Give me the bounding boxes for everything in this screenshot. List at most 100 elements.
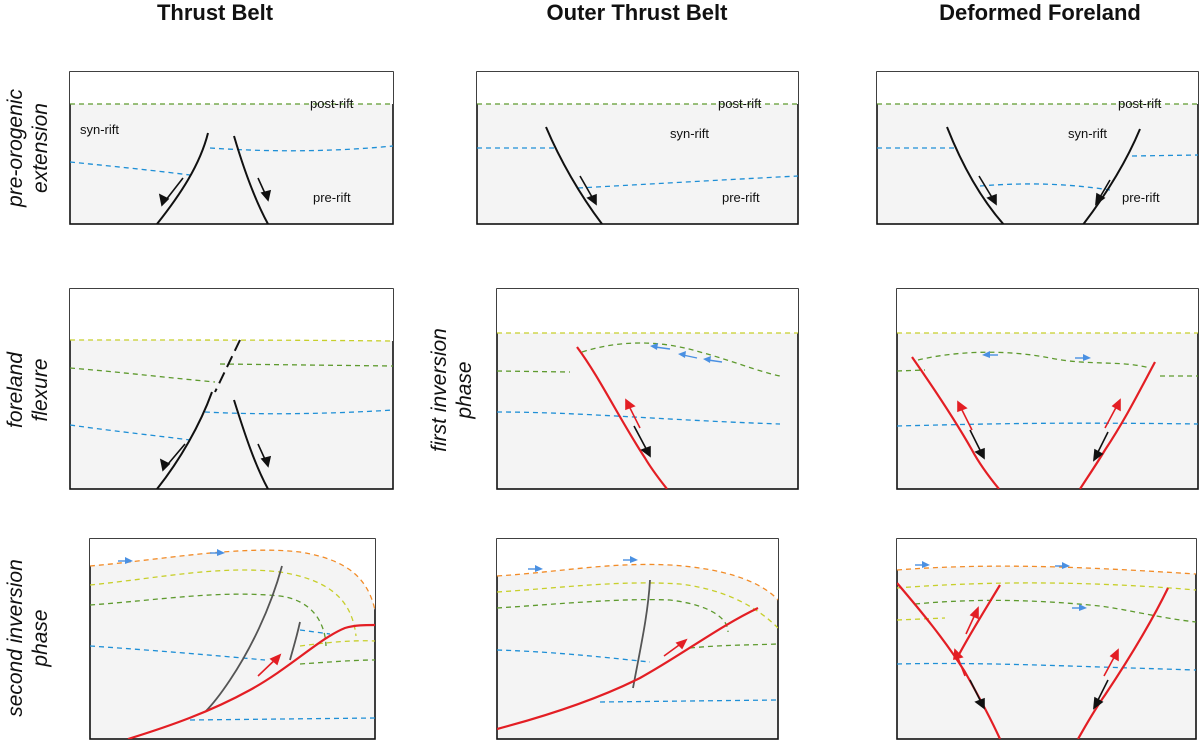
syn-orogenic-horizon [90, 549, 375, 611]
post-rift-horizon [497, 598, 729, 633]
normal-slip-arrow-left [969, 679, 985, 710]
post-rift-horizon [90, 593, 327, 647]
post-rift-horizon-right [219, 363, 393, 367]
slip-arrow-right [257, 177, 272, 202]
row-label-foreland: foreland [4, 351, 27, 428]
column-title-outer-thrust-belt: Outer Thrust Belt [547, 0, 729, 25]
row-label-first-inversion: first inversion [428, 328, 451, 452]
normal-fault-left [156, 391, 213, 489]
unit-label-post-rift: post-rift [310, 96, 354, 111]
thrust-fault-right [1077, 587, 1169, 739]
foreland-horizon [90, 569, 357, 637]
slip-arrow-left [158, 177, 184, 207]
post-rift-horizon-footwall [689, 643, 778, 649]
slip-arrow [579, 175, 597, 206]
foreland-horizon [897, 582, 1196, 591]
row-label-extension: extension [29, 103, 52, 193]
pre-rift-horizon [497, 411, 781, 425]
pre-rift-horizon [897, 662, 1196, 671]
normal-fault-upper [214, 339, 241, 393]
normal-fault-right [1082, 128, 1141, 224]
normal-fault-right [233, 135, 269, 224]
normal-fault-left [946, 126, 1005, 224]
slip-arrow-left [978, 175, 997, 206]
normal-slip-arrow-left [969, 429, 985, 460]
post-rift-horizon-left [897, 369, 926, 372]
backthrust [955, 584, 1001, 661]
normal-fault-right [233, 399, 269, 489]
inactive-fault-short [289, 621, 301, 661]
unit-label-pre-rift: pre-rift [313, 190, 351, 205]
pre-rift-horizon-right [209, 145, 393, 152]
normal-fault [545, 126, 603, 224]
pre-rift-horizon-footwall [189, 717, 375, 721]
thrust-fault [497, 607, 759, 731]
thrust-slip-arrow [257, 653, 282, 677]
pre-rift-horizon-footwall [599, 699, 778, 703]
slip-arrow-right [257, 443, 272, 468]
post-rift-horizon-left [70, 367, 216, 383]
reverse-slip-arrow-right [1103, 648, 1119, 677]
thrust-slip-arrow [663, 638, 688, 657]
reactivated-fault [576, 346, 668, 489]
panel-deformed-foreland-pre-orogenic: post-rift syn-rift pre-rift [876, 71, 1199, 225]
pre-rift-horizon-hangingwall [497, 649, 651, 663]
reactivated-fault-right [1079, 361, 1156, 489]
panel-outer-thrust-belt-second-inversion [496, 538, 779, 740]
unit-label-pre-rift: pre-rift [722, 190, 760, 205]
column-title-thrust-belt: Thrust Belt [157, 0, 274, 25]
reverse-slip-arrow-left [953, 648, 966, 677]
column-title-deformed-foreland: Deformed Foreland [939, 0, 1141, 25]
unit-label-post-rift: post-rift [1118, 96, 1162, 111]
transport-arrow [654, 346, 671, 350]
panel-deformed-foreland-second-inversion [896, 538, 1197, 740]
pre-rift-horizon-hangingwall [90, 645, 266, 661]
syn-orogenic-horizon [497, 563, 778, 601]
pre-rift-horizon [897, 422, 1198, 427]
pre-rift-horizon-left [70, 161, 191, 176]
row-label-first-inversion-phase: phase [453, 361, 476, 419]
normal-slip-arrow-right [1093, 679, 1109, 710]
reverse-slip-arrow [625, 398, 641, 429]
post-rift-horizon-left [497, 370, 571, 373]
backthrust-slip-arrow [965, 606, 979, 635]
panel-deformed-foreland-first-inversion [896, 288, 1199, 490]
row-label-second-inversion-phase: phase [29, 609, 52, 667]
inactive-fault [204, 565, 283, 713]
pre-rift-horizon-right [204, 409, 393, 415]
panel-outer-thrust-belt-pre-orogenic: post-rift syn-rift pre-rift [476, 71, 799, 225]
row-label-pre-orogenic: pre-orogenic [4, 89, 27, 208]
reactivated-fault-left [911, 356, 1000, 489]
unit-label-syn-rift: syn-rift [670, 126, 709, 141]
reverse-slip-arrow-left [957, 400, 973, 431]
post-rift-horizon [914, 599, 1196, 623]
foreland-horizon-lower [897, 617, 946, 621]
panel-thrust-belt-second-inversion [89, 538, 376, 740]
syn-orogenic-horizon [897, 565, 1196, 575]
post-rift-horizon-hangingwall [581, 342, 781, 377]
normal-slip-arrow-right [1093, 431, 1109, 462]
slip-arrow-right [1095, 179, 1111, 206]
slip-arrow-left [159, 443, 186, 472]
normal-fault-left [156, 132, 209, 224]
pre-rift-horizon-left [70, 424, 191, 441]
pre-rift-horizon-right [1131, 154, 1198, 157]
panel-outer-thrust-belt-first-inversion [496, 288, 799, 490]
panel-thrust-belt-pre-orogenic: post-rift syn-rift pre-rift [69, 71, 394, 225]
thrust-fault-left [897, 582, 1002, 739]
foreland-horizon [70, 339, 393, 342]
pre-rift-horizon-right [577, 175, 798, 189]
row-label-second-inversion: second inversion [4, 559, 27, 717]
row-label-flexure: flexure [29, 358, 52, 421]
inactive-fault [632, 579, 651, 689]
unit-label-syn-rift: syn-rift [80, 122, 119, 137]
thrust-fault [127, 623, 375, 739]
unit-label-pre-rift: pre-rift [1122, 190, 1160, 205]
reverse-slip-arrow-right [1104, 398, 1121, 429]
panel-thrust-belt-foreland-flexure [69, 288, 394, 490]
unit-label-syn-rift: syn-rift [1068, 126, 1107, 141]
post-rift-horizon-hangingwall [917, 351, 1151, 369]
normal-slip-arrow [633, 425, 651, 458]
unit-label-post-rift: post-rift [718, 96, 762, 111]
